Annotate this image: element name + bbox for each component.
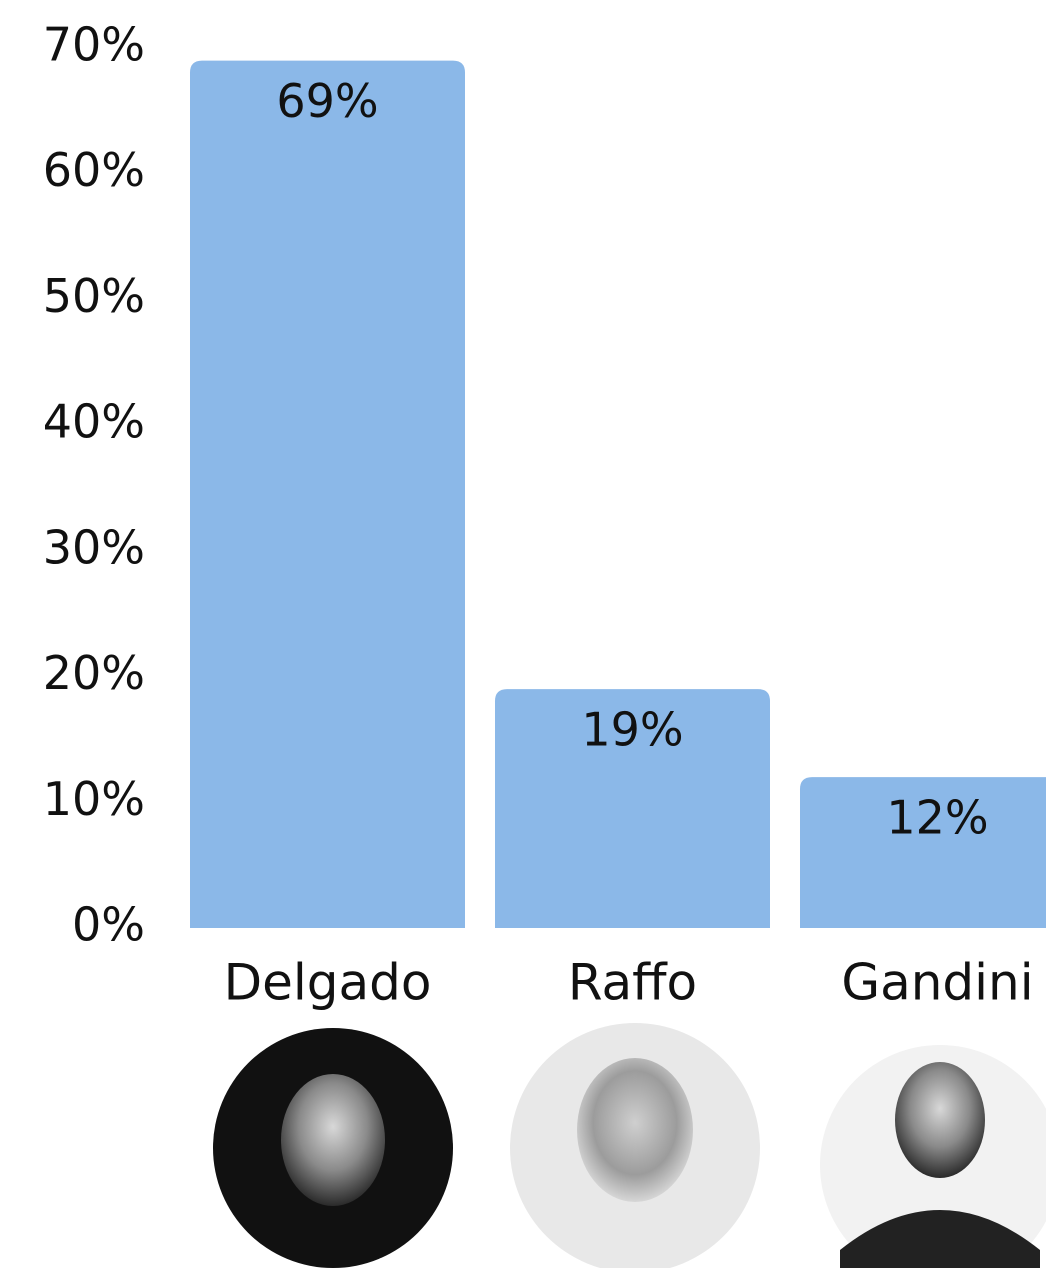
photo-face [577, 1058, 693, 1202]
value-label: 19% [581, 703, 683, 757]
y-tick-label: 0% [72, 898, 145, 952]
y-tick-label: 50% [43, 269, 145, 323]
y-tick-label: 20% [43, 646, 145, 700]
chart: 0% 10% 20% 30% 40% 50% 60% 70% 69% Delgado 19% Raff… [0, 0, 1046, 1268]
y-tick-label: 10% [43, 772, 145, 826]
photo-face [281, 1074, 385, 1206]
y-tick-label: 30% [43, 520, 145, 574]
x-tick-label: Raffo [568, 954, 697, 1012]
y-tick-label: 70% [43, 18, 145, 72]
y-tick-label: 60% [43, 143, 145, 197]
value-label: 12% [886, 791, 988, 845]
value-label: 69% [276, 74, 378, 128]
y-tick-label: 40% [43, 395, 145, 449]
bar [190, 61, 465, 928]
x-tick-label: Delgado [224, 954, 432, 1012]
photo-face [895, 1062, 985, 1178]
x-tick-label: Gandini [841, 954, 1033, 1012]
